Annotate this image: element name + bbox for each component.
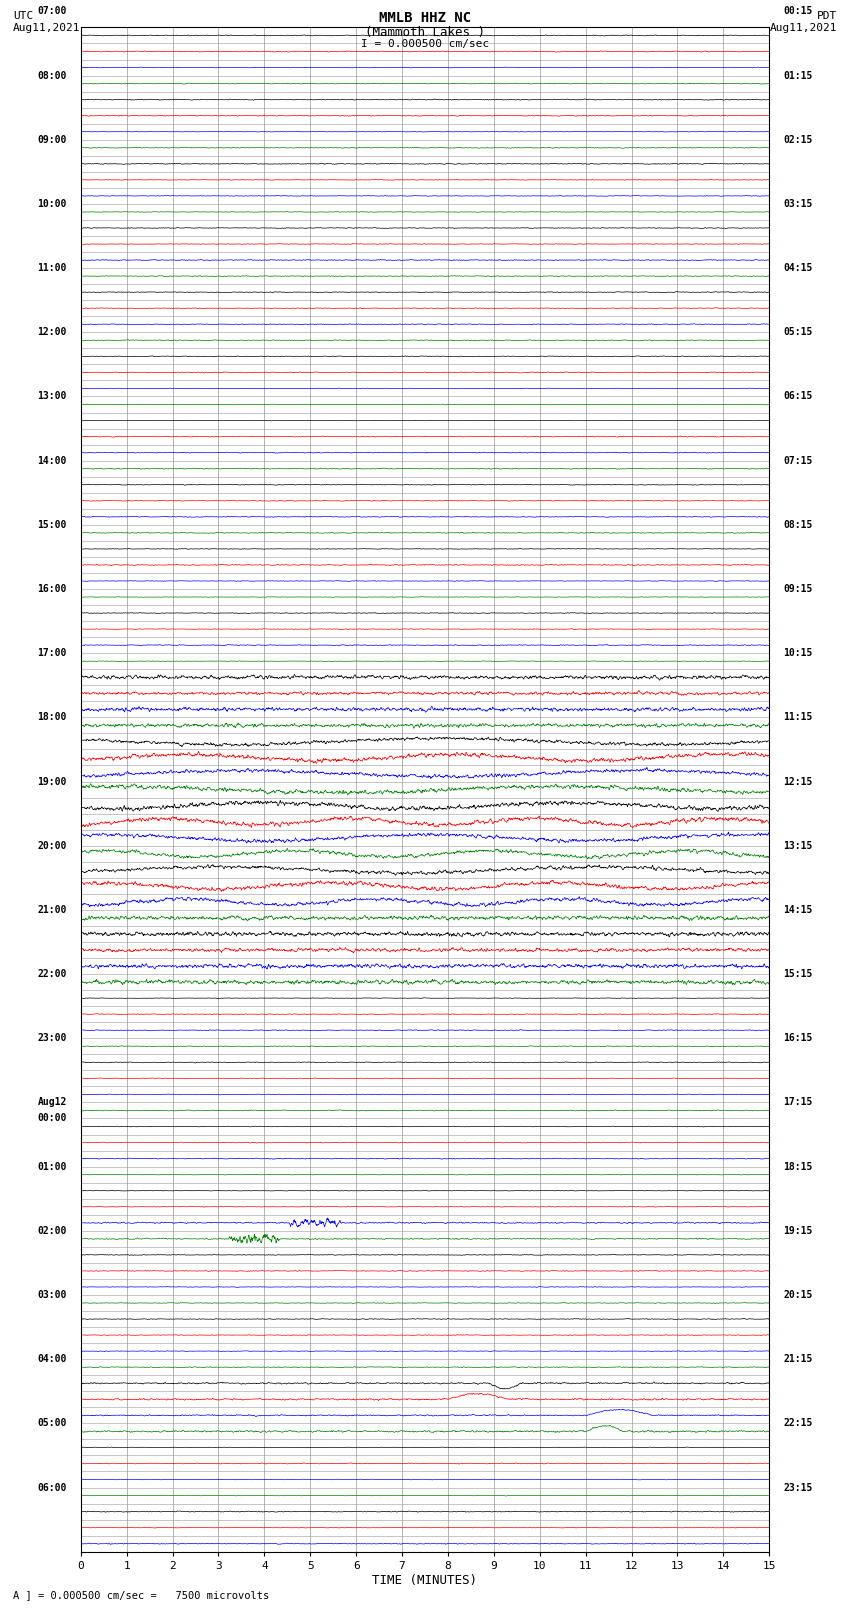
Text: 13:15: 13:15 xyxy=(783,840,813,850)
Text: 10:00: 10:00 xyxy=(37,198,67,210)
Text: 14:00: 14:00 xyxy=(37,455,67,466)
Text: 00:00: 00:00 xyxy=(37,1113,67,1124)
Text: 14:15: 14:15 xyxy=(783,905,813,915)
Text: 03:15: 03:15 xyxy=(783,198,813,210)
Text: 05:15: 05:15 xyxy=(783,327,813,337)
Text: 23:00: 23:00 xyxy=(37,1034,67,1044)
Text: 10:15: 10:15 xyxy=(783,648,813,658)
Text: 13:00: 13:00 xyxy=(37,392,67,402)
Text: 01:00: 01:00 xyxy=(37,1161,67,1171)
Text: 16:15: 16:15 xyxy=(783,1034,813,1044)
Text: 22:15: 22:15 xyxy=(783,1418,813,1429)
Text: 19:00: 19:00 xyxy=(37,776,67,787)
Text: 15:00: 15:00 xyxy=(37,519,67,529)
Text: 21:00: 21:00 xyxy=(37,905,67,915)
Text: 12:00: 12:00 xyxy=(37,327,67,337)
Text: A ] = 0.000500 cm/sec =   7500 microvolts: A ] = 0.000500 cm/sec = 7500 microvolts xyxy=(13,1590,269,1600)
Text: 12:15: 12:15 xyxy=(783,776,813,787)
Text: 23:15: 23:15 xyxy=(783,1482,813,1492)
Text: 01:15: 01:15 xyxy=(783,71,813,81)
Text: 06:15: 06:15 xyxy=(783,392,813,402)
Text: 05:00: 05:00 xyxy=(37,1418,67,1429)
Text: 21:15: 21:15 xyxy=(783,1355,813,1365)
Text: 03:00: 03:00 xyxy=(37,1290,67,1300)
Text: 11:15: 11:15 xyxy=(783,713,813,723)
Text: 17:15: 17:15 xyxy=(783,1097,813,1108)
Text: 08:00: 08:00 xyxy=(37,71,67,81)
Text: UTC: UTC xyxy=(13,11,33,21)
Text: 15:15: 15:15 xyxy=(783,969,813,979)
Text: 06:00: 06:00 xyxy=(37,1482,67,1492)
Text: 19:15: 19:15 xyxy=(783,1226,813,1236)
Text: Aug11,2021: Aug11,2021 xyxy=(770,23,837,32)
Text: (Mammoth Lakes ): (Mammoth Lakes ) xyxy=(365,26,485,39)
Text: 18:15: 18:15 xyxy=(783,1161,813,1171)
Text: PDT: PDT xyxy=(817,11,837,21)
Text: 02:00: 02:00 xyxy=(37,1226,67,1236)
Text: 09:00: 09:00 xyxy=(37,135,67,145)
Text: 09:15: 09:15 xyxy=(783,584,813,594)
Text: 00:15: 00:15 xyxy=(783,6,813,16)
Text: 02:15: 02:15 xyxy=(783,135,813,145)
Text: Aug12: Aug12 xyxy=(37,1097,67,1108)
Text: 17:00: 17:00 xyxy=(37,648,67,658)
Text: 07:00: 07:00 xyxy=(37,6,67,16)
Text: I = 0.000500 cm/sec: I = 0.000500 cm/sec xyxy=(361,39,489,48)
Text: 18:00: 18:00 xyxy=(37,713,67,723)
Text: Aug11,2021: Aug11,2021 xyxy=(13,23,80,32)
Text: 20:00: 20:00 xyxy=(37,840,67,850)
Text: 20:15: 20:15 xyxy=(783,1290,813,1300)
Text: 08:15: 08:15 xyxy=(783,519,813,529)
Text: 04:00: 04:00 xyxy=(37,1355,67,1365)
Text: 16:00: 16:00 xyxy=(37,584,67,594)
Text: 04:15: 04:15 xyxy=(783,263,813,273)
Text: MMLB HHZ NC: MMLB HHZ NC xyxy=(379,11,471,26)
Text: 22:00: 22:00 xyxy=(37,969,67,979)
Text: 07:15: 07:15 xyxy=(783,455,813,466)
X-axis label: TIME (MINUTES): TIME (MINUTES) xyxy=(372,1574,478,1587)
Text: 11:00: 11:00 xyxy=(37,263,67,273)
